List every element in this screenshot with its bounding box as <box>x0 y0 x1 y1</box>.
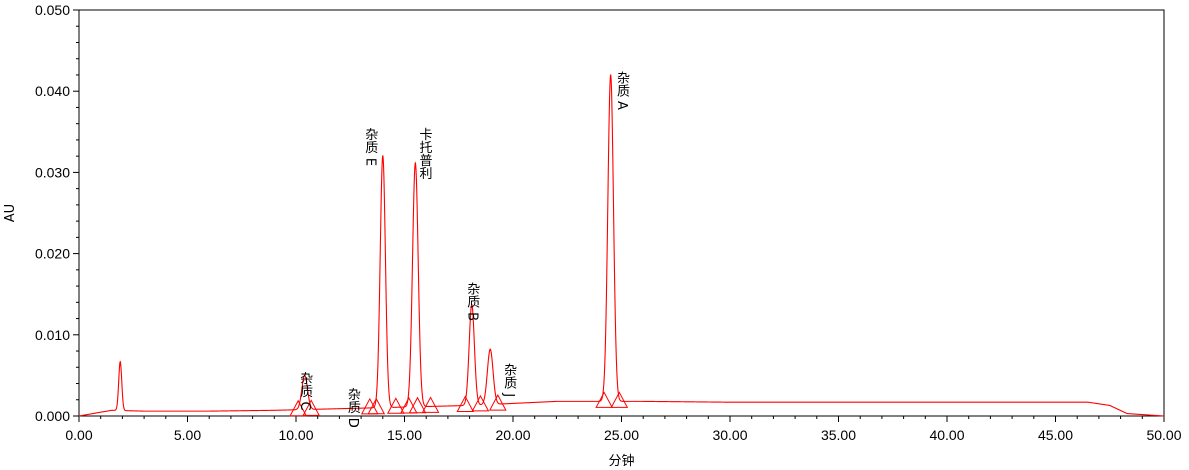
x-tick-label: 20.00 <box>495 427 530 443</box>
x-tick-label: 5.00 <box>174 427 201 443</box>
integration-marker <box>408 396 427 414</box>
y-axis-label: AU <box>3 204 18 222</box>
peak-apex <box>610 74 612 76</box>
integration-marker <box>610 391 629 408</box>
integration-marker <box>421 396 440 413</box>
x-tick-label: 25.00 <box>604 427 639 443</box>
integration-marker <box>367 397 386 415</box>
x-tick-label: 50.00 <box>1146 427 1181 443</box>
integration-marker <box>289 399 308 417</box>
integration-marker <box>488 394 507 411</box>
peak-apex <box>119 361 121 363</box>
x-tick-label: 45.00 <box>1038 427 1073 443</box>
peak-label: 卡托普利 <box>417 128 433 180</box>
x-tick-label: 40.00 <box>929 427 964 443</box>
x-tick-label: 0.00 <box>65 427 92 443</box>
peak-label: 杂质 C <box>297 371 313 410</box>
peak-label: 杂质 J <box>501 363 517 397</box>
integration-marker <box>386 397 405 414</box>
peak-apex <box>471 304 473 306</box>
peak-apex <box>382 155 384 157</box>
x-tick-label: 30.00 <box>712 427 747 443</box>
y-tick-label: 0.010 <box>35 327 70 343</box>
peak-apex <box>304 374 306 377</box>
y-tick-label: 0.040 <box>35 83 70 99</box>
integration-marker <box>302 399 321 416</box>
x-tick-label: 10.00 <box>278 427 313 443</box>
chromatogram-series <box>78 74 1165 417</box>
peak-apex <box>414 162 416 164</box>
x-axis-ticks: 0.00 5.00 10.00 15.00 20.00 25.00 30.00 35.00 40… <box>65 416 1182 443</box>
peak-label: 杂质 E <box>362 128 378 166</box>
y-tick-label: 0.050 <box>35 2 70 18</box>
x-tick-label: 15.00 <box>387 427 422 443</box>
integration-marker <box>456 395 475 413</box>
peak-apex <box>489 348 491 350</box>
y-axis-ticks: 0.000 0.010 0.020 0.030 0.040 0.050 <box>35 2 79 424</box>
peak-label: 杂质 A <box>614 71 630 110</box>
integration-marker <box>400 396 418 414</box>
x-tick-label: 35.00 <box>821 427 856 443</box>
x-axis-label: 分钟 <box>608 453 634 469</box>
peak-label: 杂质 D <box>345 388 361 428</box>
y-tick-label: 0.000 <box>35 408 70 424</box>
peak-label: 杂质 B <box>464 282 480 321</box>
integration-marker <box>471 394 490 412</box>
y-tick-label: 0.020 <box>35 246 70 262</box>
integration-markers <box>289 391 629 417</box>
integration-marker <box>595 391 613 408</box>
y-tick-label: 0.030 <box>35 164 70 180</box>
chromatogram-line <box>78 74 1165 417</box>
